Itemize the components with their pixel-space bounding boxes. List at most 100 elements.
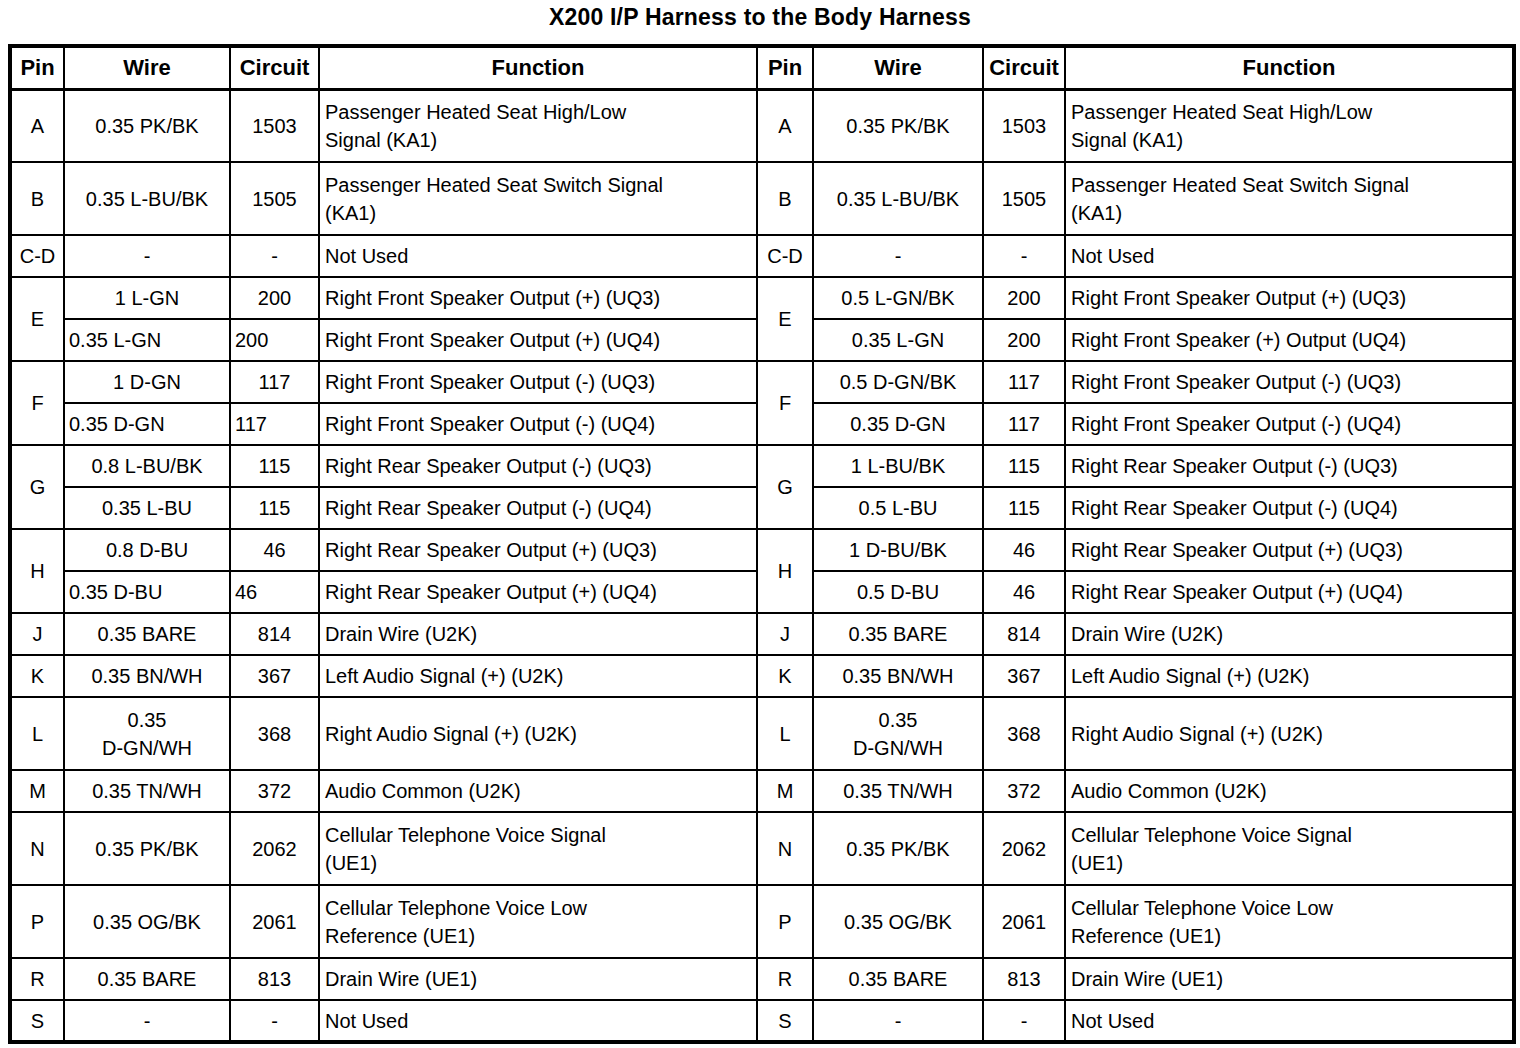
table-row-pin-f-1: F1 D-GN117Right Front Speaker Output (-)… xyxy=(10,361,1514,403)
function-cell-left: Cellular Telephone Voice Low Reference (… xyxy=(319,885,757,958)
pin-cell-left: L xyxy=(10,697,64,770)
function-cell-left: Not Used xyxy=(319,1000,757,1042)
column-header-circuit-left: Circuit xyxy=(230,46,319,89)
function-cell-right: Right Rear Speaker Output (+) (UQ4) xyxy=(1065,571,1514,613)
wire-cell-right: 0.35 BARE xyxy=(813,613,983,655)
table-row-pin-k: K0.35 BN/WH367Left Audio Signal (+) (U2K… xyxy=(10,655,1514,697)
function-cell-left: Not Used xyxy=(319,235,757,277)
column-header-circuit-right: Circuit xyxy=(983,46,1065,89)
circuit-cell-right: 200 xyxy=(983,277,1065,319)
function-cell-left: Right Rear Speaker Output (-) (UQ4) xyxy=(319,487,757,529)
circuit-cell-right: 2062 xyxy=(983,812,1065,885)
wire-cell-left: 0.35 D-GN xyxy=(64,403,230,445)
wire-cell-right: 0.35 PK/BK xyxy=(813,89,983,162)
circuit-cell-left: 200 xyxy=(230,319,319,361)
wire-cell-right: 0.35 L-BU/BK xyxy=(813,162,983,235)
circuit-cell-right: 814 xyxy=(983,613,1065,655)
circuit-cell-left: 367 xyxy=(230,655,319,697)
circuit-cell-right: - xyxy=(983,1000,1065,1042)
pin-cell-right: K xyxy=(757,655,813,697)
circuit-cell-right: 1505 xyxy=(983,162,1065,235)
wire-cell-right: 0.35 OG/BK xyxy=(813,885,983,958)
wire-cell-left: 0.35 L-BU xyxy=(64,487,230,529)
column-header-wire-left: Wire xyxy=(64,46,230,89)
table-row-pin-h-1: H0.8 D-BU46Right Rear Speaker Output (+)… xyxy=(10,529,1514,571)
circuit-cell-right: 367 xyxy=(983,655,1065,697)
pin-cell-right: N xyxy=(757,812,813,885)
page-title: X200 I/P Harness to the Body Harness xyxy=(8,3,1512,31)
pin-cell-right: S xyxy=(757,1000,813,1042)
function-cell-left: Passenger Heated Seat Switch Signal (KA1… xyxy=(319,162,757,235)
function-cell-left: Right Front Speaker Output (-) (UQ3) xyxy=(319,361,757,403)
wire-cell-right: 0.35 BN/WH xyxy=(813,655,983,697)
table-row-pin-c-d: C-D--Not UsedC-D--Not Used xyxy=(10,235,1514,277)
function-cell-right: Passenger Heated Seat Switch Signal (KA1… xyxy=(1065,162,1514,235)
wire-cell-right: 0.35 D-GN xyxy=(813,403,983,445)
pin-cell-right: L xyxy=(757,697,813,770)
function-cell-left: Right Rear Speaker Output (+) (UQ3) xyxy=(319,529,757,571)
circuit-cell-left: 2061 xyxy=(230,885,319,958)
function-cell-left: Right Audio Signal (+) (U2K) xyxy=(319,697,757,770)
circuit-cell-right: 2061 xyxy=(983,885,1065,958)
wire-cell-left: 0.35 PK/BK xyxy=(64,89,230,162)
pin-cell-right: C-D xyxy=(757,235,813,277)
wire-cell-right: - xyxy=(813,235,983,277)
table-row-pin-b: B0.35 L-BU/BK1505Passenger Heated Seat S… xyxy=(10,162,1514,235)
function-cell-right: Right Rear Speaker Output (-) (UQ4) xyxy=(1065,487,1514,529)
function-cell-left: Right Rear Speaker Output (-) (UQ3) xyxy=(319,445,757,487)
pin-cell-left: A xyxy=(10,89,64,162)
wire-cell-right: 0.35 PK/BK xyxy=(813,812,983,885)
wire-cell-left: 0.35 D-GN/WH xyxy=(64,697,230,770)
pin-cell-left: K xyxy=(10,655,64,697)
function-cell-right: Right Front Speaker (+) Output (UQ4) xyxy=(1065,319,1514,361)
circuit-cell-left: 814 xyxy=(230,613,319,655)
circuit-cell-left: 46 xyxy=(230,571,319,613)
function-cell-left: Left Audio Signal (+) (U2K) xyxy=(319,655,757,697)
function-cell-left: Passenger Heated Seat High/Low Signal (K… xyxy=(319,89,757,162)
function-cell-right: Passenger Heated Seat High/Low Signal (K… xyxy=(1065,89,1514,162)
wire-cell-left: 0.35 BN/WH xyxy=(64,655,230,697)
pin-cell-right: P xyxy=(757,885,813,958)
table-row-pin-l: L0.35 D-GN/WH368Right Audio Signal (+) (… xyxy=(10,697,1514,770)
pin-cell-right: G xyxy=(757,445,813,529)
wire-cell-left: - xyxy=(64,235,230,277)
function-cell-right: Drain Wire (UE1) xyxy=(1065,958,1514,1000)
function-cell-right: Drain Wire (U2K) xyxy=(1065,613,1514,655)
pin-cell-left: S xyxy=(10,1000,64,1042)
pin-cell-left: E xyxy=(10,277,64,361)
function-cell-left: Drain Wire (U2K) xyxy=(319,613,757,655)
wire-cell-left: 1 D-GN xyxy=(64,361,230,403)
circuit-cell-left: 115 xyxy=(230,487,319,529)
function-cell-right: Not Used xyxy=(1065,1000,1514,1042)
function-cell-right: Right Front Speaker Output (-) (UQ4) xyxy=(1065,403,1514,445)
circuit-cell-left: 117 xyxy=(230,361,319,403)
function-cell-right: Not Used xyxy=(1065,235,1514,277)
pin-cell-left: M xyxy=(10,770,64,812)
circuit-cell-right: 813 xyxy=(983,958,1065,1000)
wire-cell-left: 0.8 L-BU/BK xyxy=(64,445,230,487)
circuit-cell-left: 372 xyxy=(230,770,319,812)
function-cell-right: Left Audio Signal (+) (U2K) xyxy=(1065,655,1514,697)
circuit-cell-right: 46 xyxy=(983,571,1065,613)
table-row-pin-a: A0.35 PK/BK1503Passenger Heated Seat Hig… xyxy=(10,89,1514,162)
circuit-cell-right: 200 xyxy=(983,319,1065,361)
function-cell-left: Cellular Telephone Voice Signal (UE1) xyxy=(319,812,757,885)
pin-cell-right: E xyxy=(757,277,813,361)
table-row-pin-p: P0.35 OG/BK2061Cellular Telephone Voice … xyxy=(10,885,1514,958)
wire-cell-right: 0.5 D-BU xyxy=(813,571,983,613)
function-cell-right: Right Rear Speaker Output (-) (UQ3) xyxy=(1065,445,1514,487)
pin-cell-left: P xyxy=(10,885,64,958)
table-row-pin-r: R0.35 BARE813Drain Wire (UE1)R0.35 BARE8… xyxy=(10,958,1514,1000)
table-row-pin-s: S--Not UsedS--Not Used xyxy=(10,1000,1514,1042)
wire-cell-left: 0.35 PK/BK xyxy=(64,812,230,885)
wire-cell-left: 0.35 L-BU/BK xyxy=(64,162,230,235)
circuit-cell-right: - xyxy=(983,235,1065,277)
function-cell-left: Right Front Speaker Output (+) (UQ3) xyxy=(319,277,757,319)
pin-cell-left: J xyxy=(10,613,64,655)
function-cell-left: Right Rear Speaker Output (+) (UQ4) xyxy=(319,571,757,613)
wire-cell-left: 0.35 OG/BK xyxy=(64,885,230,958)
table-row-pin-e-1: E1 L-GN200Right Front Speaker Output (+)… xyxy=(10,277,1514,319)
column-header-function-left: Function xyxy=(319,46,757,89)
function-cell-left: Audio Common (U2K) xyxy=(319,770,757,812)
function-cell-right: Right Audio Signal (+) (U2K) xyxy=(1065,697,1514,770)
